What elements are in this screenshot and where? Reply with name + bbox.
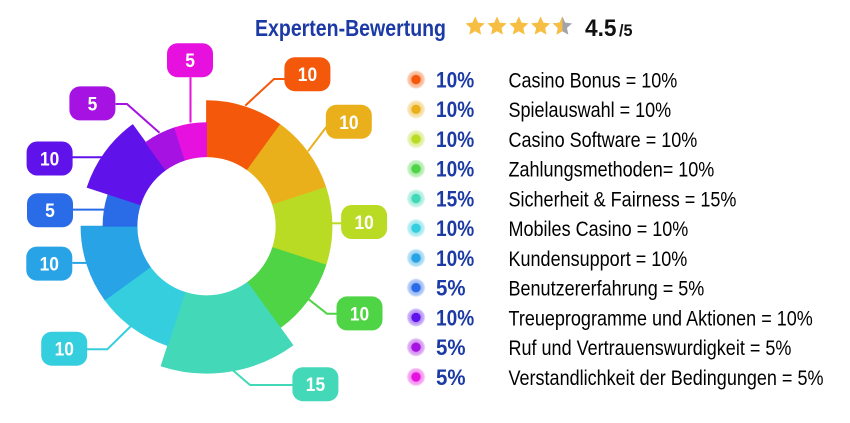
svg-text:10: 10 — [40, 254, 59, 276]
svg-text:5%: 5% — [436, 335, 466, 360]
svg-text:Casino Software = 10%: Casino Software = 10% — [509, 128, 698, 152]
svg-text:Benutzererfahrung = 5%: Benutzererfahrung = 5% — [509, 277, 705, 301]
svg-text:10: 10 — [298, 64, 317, 86]
svg-text:10: 10 — [350, 303, 369, 325]
svg-text:Experten-Bewertung: Experten-Bewertung — [255, 15, 446, 41]
svg-text:Mobiles Casino = 10%: Mobiles Casino = 10% — [509, 217, 689, 241]
svg-text:10%: 10% — [436, 157, 474, 182]
svg-text:Zahlungsmethoden= 10%: Zahlungsmethoden= 10% — [509, 158, 715, 182]
svg-text:Verstandlichkeit der Bedingung: Verstandlichkeit der Bedingungen = 5% — [509, 366, 824, 390]
svg-text:5%: 5% — [436, 365, 466, 390]
svg-text:Casino Bonus = 10%: Casino Bonus = 10% — [509, 69, 678, 93]
svg-text:Kundensupport = 10%: Kundensupport = 10% — [509, 247, 688, 271]
svg-text:10: 10 — [339, 112, 358, 134]
svg-text:10%: 10% — [436, 216, 474, 241]
svg-text:5%: 5% — [436, 276, 466, 301]
svg-text:10%: 10% — [436, 305, 474, 330]
svg-text:/5: /5 — [619, 21, 633, 40]
svg-text:10: 10 — [40, 149, 59, 171]
svg-text:10%: 10% — [436, 246, 474, 271]
svg-text:10: 10 — [355, 212, 374, 234]
svg-text:10%: 10% — [436, 97, 474, 122]
svg-text:Sicherheit & Fairness = 15%: Sicherheit & Fairness = 15% — [509, 187, 737, 211]
svg-text:15: 15 — [306, 374, 325, 396]
svg-text:5: 5 — [88, 93, 98, 115]
svg-text:5: 5 — [45, 200, 55, 222]
svg-text:10%: 10% — [436, 127, 474, 152]
svg-text:Ruf und Vertrauenswurdigkeit =: Ruf und Vertrauenswurdigkeit = 5% — [509, 336, 792, 360]
svg-text:Spielauswahl = 10%: Spielauswahl = 10% — [509, 98, 672, 122]
svg-text:Treueprogramme und Aktionen =: Treueprogramme und Aktionen = 10% — [509, 306, 813, 330]
svg-text:4.5: 4.5 — [585, 15, 617, 42]
svg-text:10: 10 — [55, 339, 74, 361]
svg-text:15%: 15% — [436, 186, 474, 211]
svg-text:5: 5 — [185, 50, 195, 72]
svg-text:10%: 10% — [436, 68, 474, 93]
